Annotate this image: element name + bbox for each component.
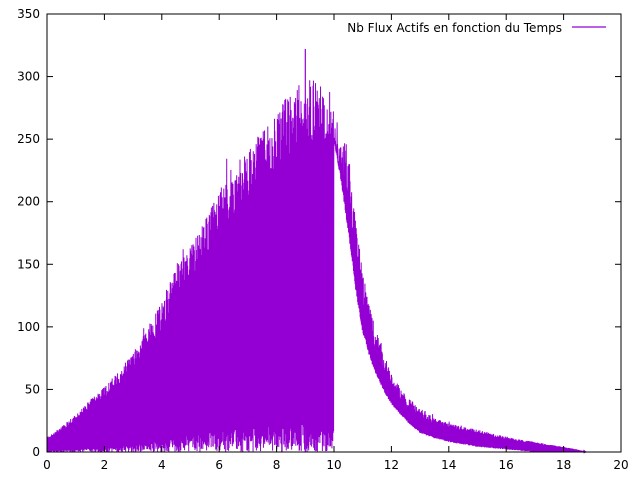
- y-tick-label: 350: [17, 7, 40, 21]
- y-axis: 0 50 100 150 200 250 300 350: [17, 7, 621, 459]
- legend: Nb Flux Actifs en fonction du Temps: [347, 21, 606, 35]
- legend-label: Nb Flux Actifs en fonction du Temps: [347, 21, 562, 35]
- y-tick-label: 100: [17, 320, 40, 334]
- x-tick-label: 2: [101, 458, 109, 472]
- x-tick-label: 6: [215, 458, 223, 472]
- y-tick-label: 300: [17, 70, 40, 84]
- y-tick-label: 200: [17, 195, 40, 209]
- y-tick-label: 0: [32, 445, 40, 459]
- y-tick-label: 50: [25, 382, 40, 396]
- x-tick-label: 10: [326, 458, 341, 472]
- x-tick-label: 20: [613, 458, 628, 472]
- y-tick-label: 150: [17, 257, 40, 271]
- x-tick-label: 16: [499, 458, 514, 472]
- series-line: [46, 80, 587, 454]
- x-tick-label: 0: [43, 458, 51, 472]
- x-axis: 0 2 4 6 8 10 12 14 16 18 20: [43, 14, 629, 472]
- x-tick-label: 8: [273, 458, 281, 472]
- y-tick-label: 250: [17, 132, 40, 146]
- x-tick-label: 12: [384, 458, 399, 472]
- x-tick-label: 4: [158, 458, 166, 472]
- x-tick-label: 18: [556, 458, 571, 472]
- series-layer: [46, 49, 587, 454]
- x-tick-label: 14: [441, 458, 456, 472]
